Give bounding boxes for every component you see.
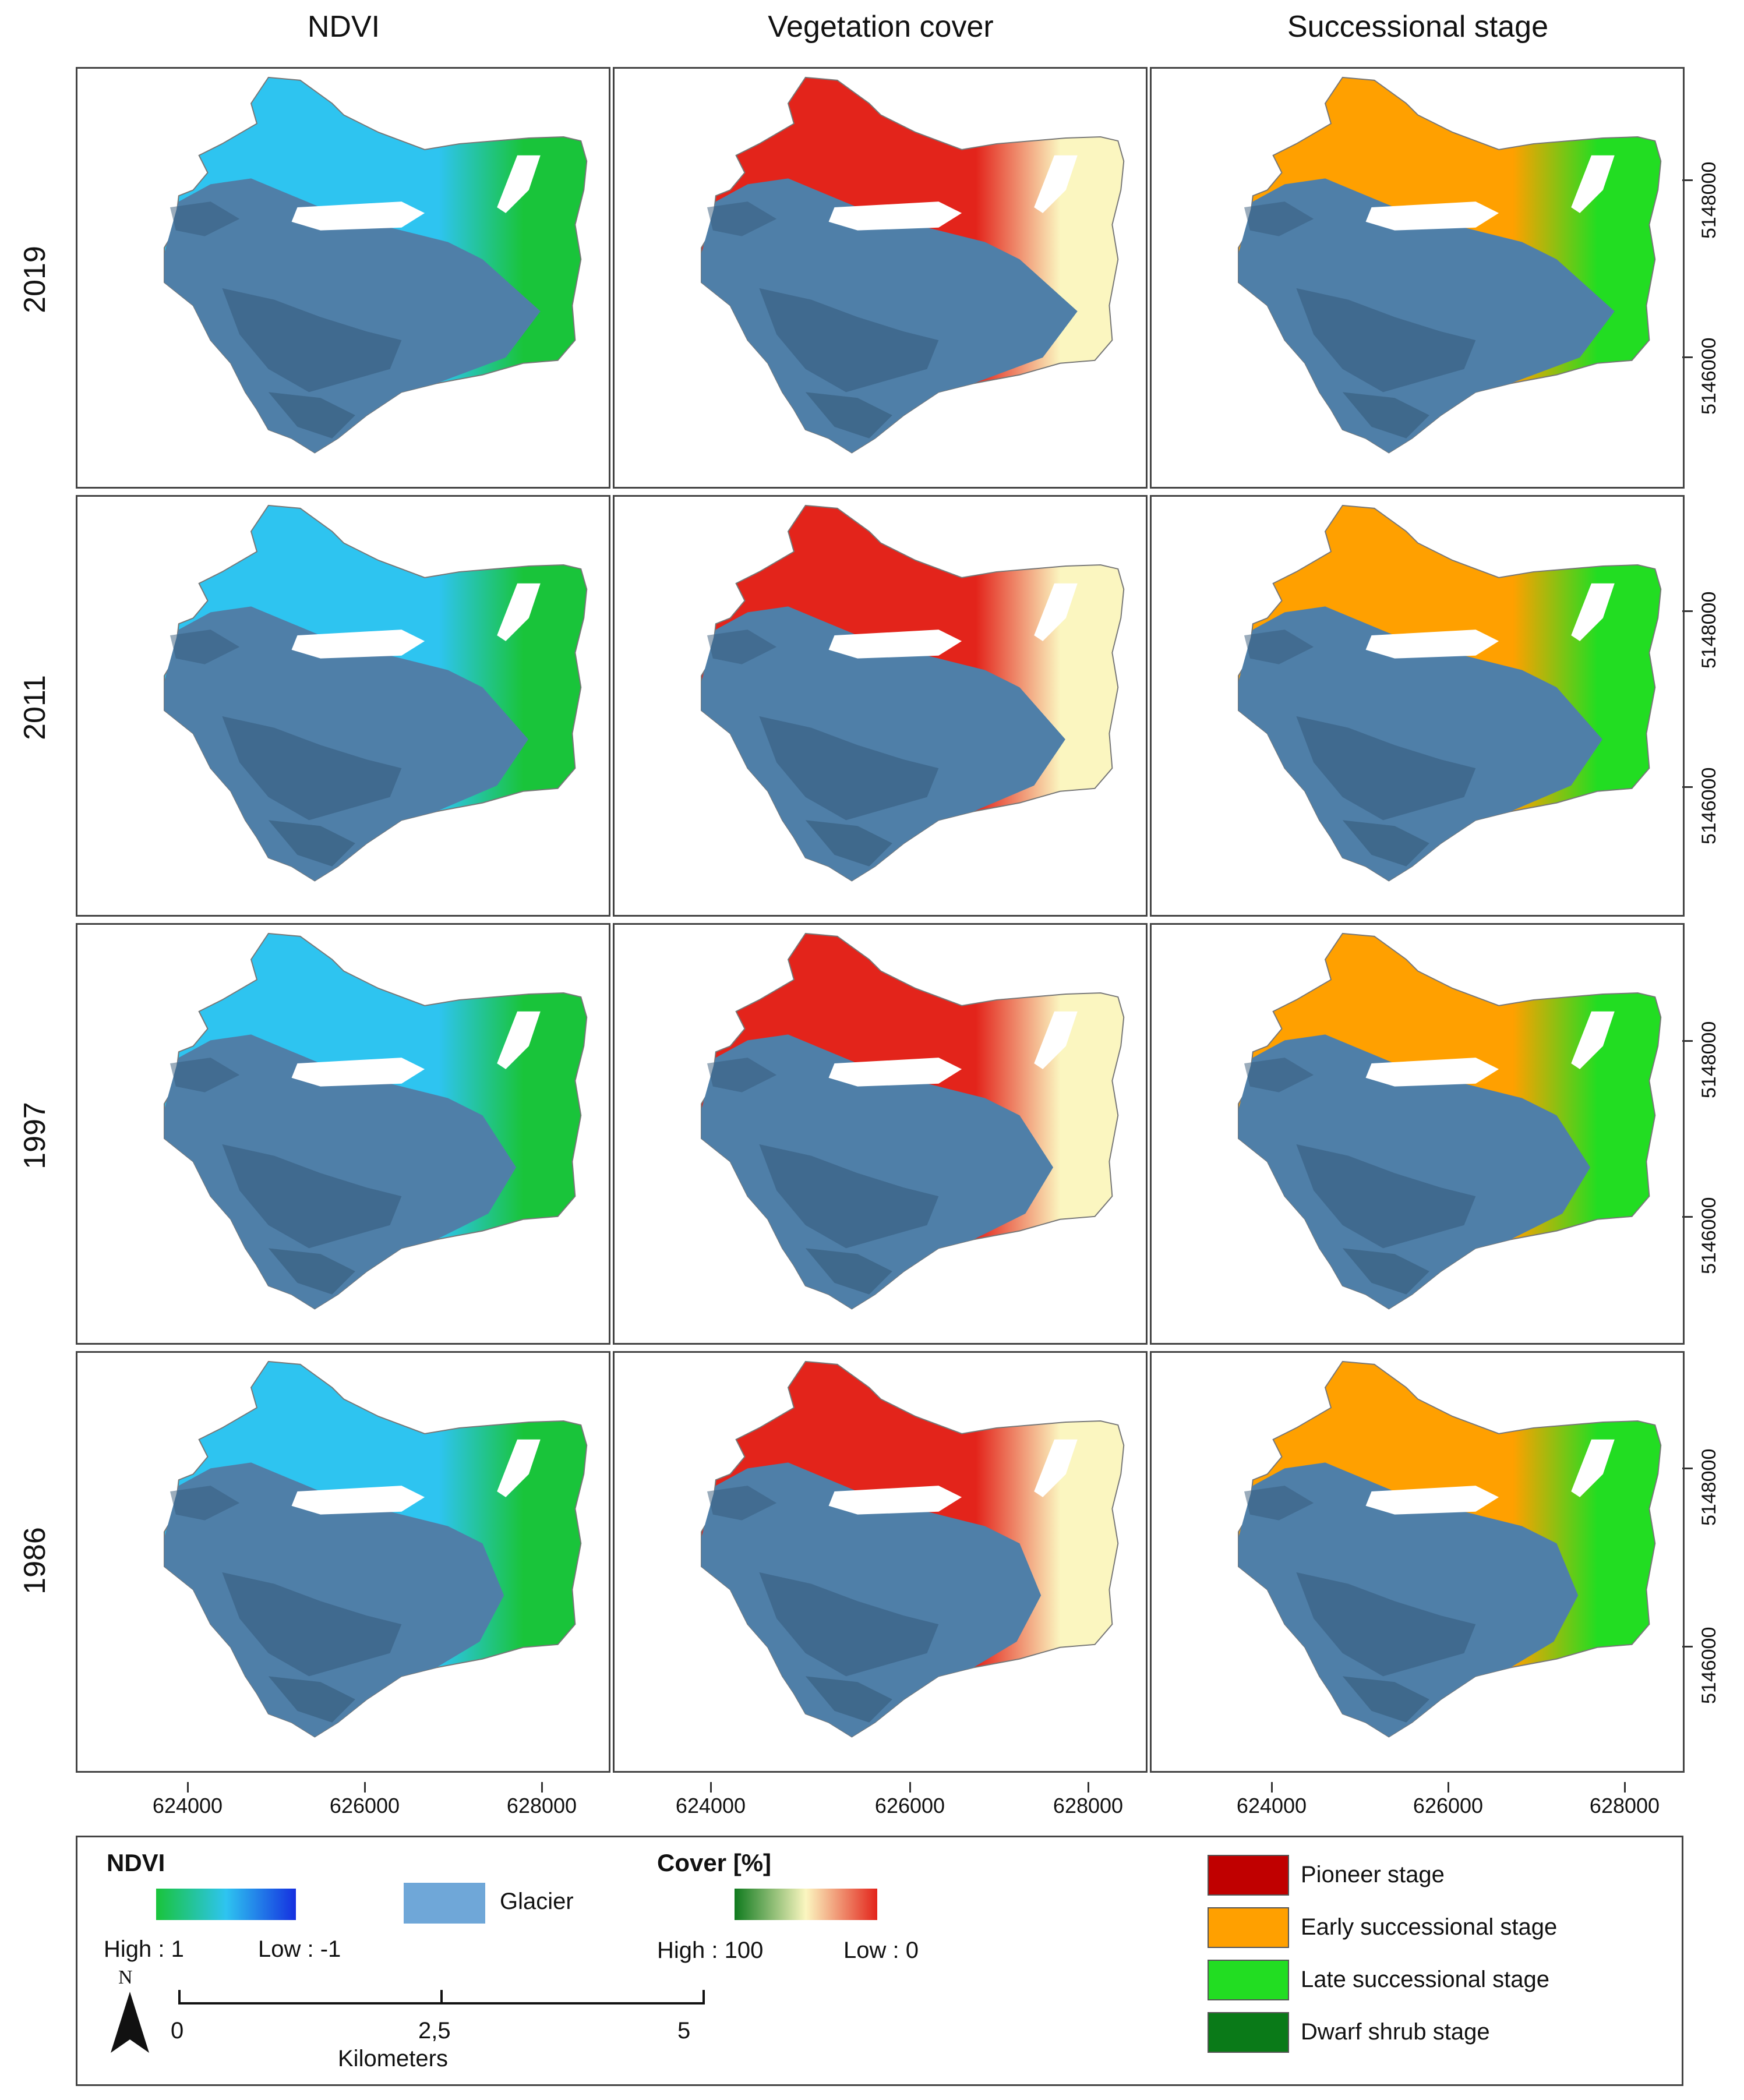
map-panel-cover-2011 xyxy=(613,495,1148,917)
late-stage-swatch xyxy=(1208,1960,1289,2000)
scale-unit-label: Kilometers xyxy=(338,2046,448,2071)
x-tick xyxy=(1624,1782,1626,1793)
y-tick xyxy=(1682,610,1693,612)
map-panel-stage-1997 xyxy=(1150,923,1685,1345)
x-tick-label: 626000 xyxy=(1413,1794,1484,1818)
cover-color-ramp xyxy=(735,1889,877,1920)
y-tick xyxy=(1682,1646,1693,1648)
ndvi-high-label: High : 1 xyxy=(104,1936,184,1962)
scale-tick-label: 5 xyxy=(677,2018,691,2044)
y-tick-label: 5148000 xyxy=(1698,161,1720,239)
map-panel-stage-2019 xyxy=(1150,67,1685,489)
column-title-successional-stage: Successional stage xyxy=(1287,10,1549,44)
ndvi-low-label: Low : -1 xyxy=(258,1936,341,1962)
scale-tick-label: 0 xyxy=(171,2018,184,2044)
x-tick-label: 624000 xyxy=(675,1794,746,1818)
row-title-2011: 2011 xyxy=(18,675,52,740)
y-tick-label: 5148000 xyxy=(1698,1021,1720,1098)
x-tick-label: 626000 xyxy=(874,1794,945,1818)
row-title-1986: 1986 xyxy=(18,1527,52,1595)
row-title-1997: 1997 xyxy=(18,1102,52,1169)
x-tick xyxy=(1448,1782,1449,1793)
x-tick xyxy=(364,1782,366,1793)
y-tick xyxy=(1682,1040,1693,1042)
y-tick xyxy=(1682,1468,1693,1469)
x-tick-label: 624000 xyxy=(152,1794,223,1818)
column-title-ndvi: NDVI xyxy=(307,10,380,44)
glacier-swatch xyxy=(404,1883,485,1924)
scale-bar xyxy=(178,1990,705,2004)
x-tick-label: 628000 xyxy=(1053,1794,1124,1818)
y-tick xyxy=(1682,179,1693,181)
x-tick-label: 624000 xyxy=(1236,1794,1307,1818)
y-tick-label: 5148000 xyxy=(1698,1448,1720,1526)
map-panel-cover-1997 xyxy=(613,923,1148,1345)
ndvi-legend-title: NDVI xyxy=(107,1849,165,1876)
ndvi-color-ramp xyxy=(156,1889,296,1920)
y-tick xyxy=(1682,1216,1693,1218)
pioneer-stage-label: Pioneer stage xyxy=(1301,1862,1445,1887)
map-panel-cover-2019 xyxy=(613,67,1148,489)
dwarf-shrub-stage-swatch xyxy=(1208,2012,1289,2053)
cover-low-label: Low : 0 xyxy=(843,1938,919,1963)
dwarf-shrub-stage-label: Dwarf shrub stage xyxy=(1301,2019,1490,2045)
pioneer-stage-swatch xyxy=(1208,1855,1289,1896)
map-panel-ndvi-2019 xyxy=(76,67,610,489)
early-stage-swatch xyxy=(1208,1907,1289,1948)
y-tick-label: 5146000 xyxy=(1698,1197,1720,1274)
map-legend: NDVI High : 1 Low : -1 Glacier Cover [%]… xyxy=(76,1836,1683,2086)
y-tick-label: 5146000 xyxy=(1698,767,1720,844)
north-arrow-icon xyxy=(111,1992,149,2053)
x-tick xyxy=(187,1782,189,1793)
x-tick xyxy=(909,1782,911,1793)
x-tick-label: 628000 xyxy=(1589,1794,1660,1818)
x-tick xyxy=(1271,1782,1273,1793)
north-label: N xyxy=(118,1967,133,1988)
cover-high-label: High : 100 xyxy=(657,1938,764,1963)
early-stage-label: Early successional stage xyxy=(1301,1914,1558,1940)
map-panel-ndvi-1986 xyxy=(76,1351,610,1773)
x-tick-label: 626000 xyxy=(329,1794,400,1818)
glacier-label: Glacier xyxy=(500,1889,574,1914)
x-tick xyxy=(710,1782,712,1793)
y-tick xyxy=(1682,356,1693,358)
x-tick-label: 628000 xyxy=(506,1794,577,1818)
y-tick-label: 5146000 xyxy=(1698,337,1720,415)
x-tick xyxy=(1088,1782,1089,1793)
scale-tick-label: 2,5 xyxy=(418,2018,451,2044)
y-tick xyxy=(1682,786,1693,788)
late-stage-label: Late successional stage xyxy=(1301,1967,1549,1992)
map-panel-ndvi-1997 xyxy=(76,923,610,1345)
column-title-vegetation-cover: Vegetation cover xyxy=(768,10,994,44)
map-panel-stage-1986 xyxy=(1150,1351,1685,1773)
x-tick xyxy=(541,1782,543,1793)
cover-legend-title: Cover [%] xyxy=(657,1849,772,1876)
y-tick-label: 5148000 xyxy=(1698,591,1720,669)
map-panel-cover-1986 xyxy=(613,1351,1148,1773)
y-tick-label: 5146000 xyxy=(1698,1627,1720,1704)
map-panel-stage-2011 xyxy=(1150,495,1685,917)
row-title-2019: 2019 xyxy=(18,246,52,313)
map-panel-ndvi-2011 xyxy=(76,495,610,917)
